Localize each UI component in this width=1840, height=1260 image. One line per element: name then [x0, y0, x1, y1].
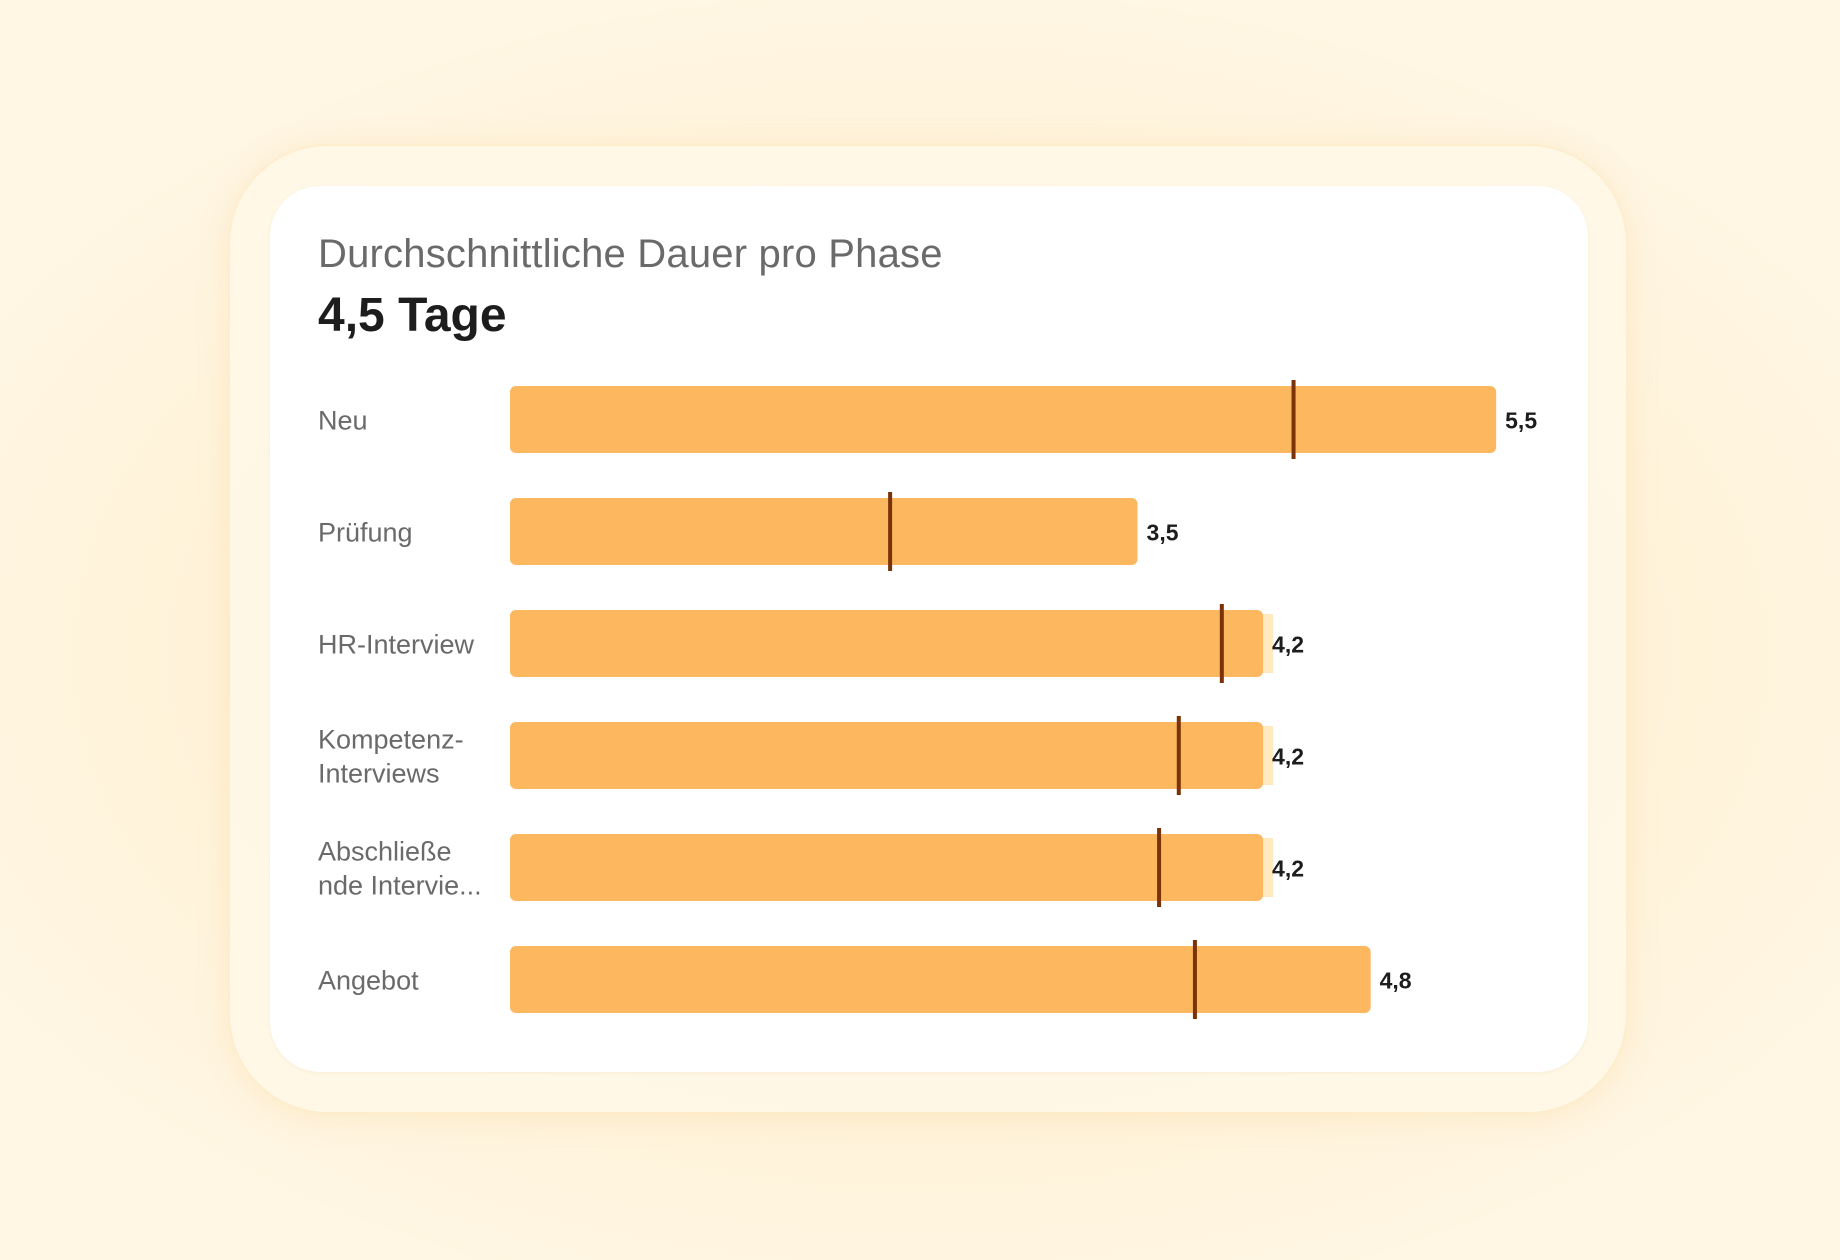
target-marker: [1176, 716, 1181, 795]
data-label: 5,5: [1505, 408, 1537, 434]
bar: [510, 946, 1371, 1013]
bar: [510, 610, 1264, 677]
bar: [510, 834, 1264, 901]
category-label: Prüfung: [318, 518, 413, 548]
bar: [510, 386, 1497, 453]
category-label-line: Abschließe: [318, 837, 452, 867]
target-marker: [1291, 380, 1296, 459]
category-label-line: Kompetenz-: [318, 725, 464, 755]
data-label: 4,8: [1380, 968, 1412, 994]
data-label: 4,2: [1272, 632, 1304, 658]
target-marker: [1192, 940, 1197, 1019]
category-label-line: HR-Interview: [318, 630, 475, 660]
category-label: Angebot: [318, 966, 419, 996]
summary-value: 4,5 Tage: [318, 289, 507, 342]
data-label: 3,5: [1147, 520, 1179, 546]
category-label-line: Angebot: [318, 966, 419, 996]
category-label-line: nde Intervie...: [318, 871, 482, 901]
category-label: Abschließe nde Intervie...: [318, 837, 482, 901]
target-marker: [1157, 828, 1162, 907]
bar: [510, 498, 1138, 565]
bar: [510, 722, 1264, 789]
category-label: Kompetenz- Interviews: [318, 725, 464, 789]
target-marker: [888, 492, 893, 571]
category-label-line: Neu: [318, 406, 368, 436]
category-label-line: Interviews: [318, 759, 440, 789]
data-label: 4,2: [1272, 744, 1304, 770]
data-label: 4,2: [1272, 856, 1304, 882]
chart-subtitle: Durchschnittliche Dauer pro Phase: [318, 232, 943, 276]
category-label: Neu: [318, 406, 368, 436]
category-label: HR-Interview: [318, 630, 475, 660]
target-marker: [1219, 604, 1224, 683]
category-label-line: Prüfung: [318, 518, 413, 548]
